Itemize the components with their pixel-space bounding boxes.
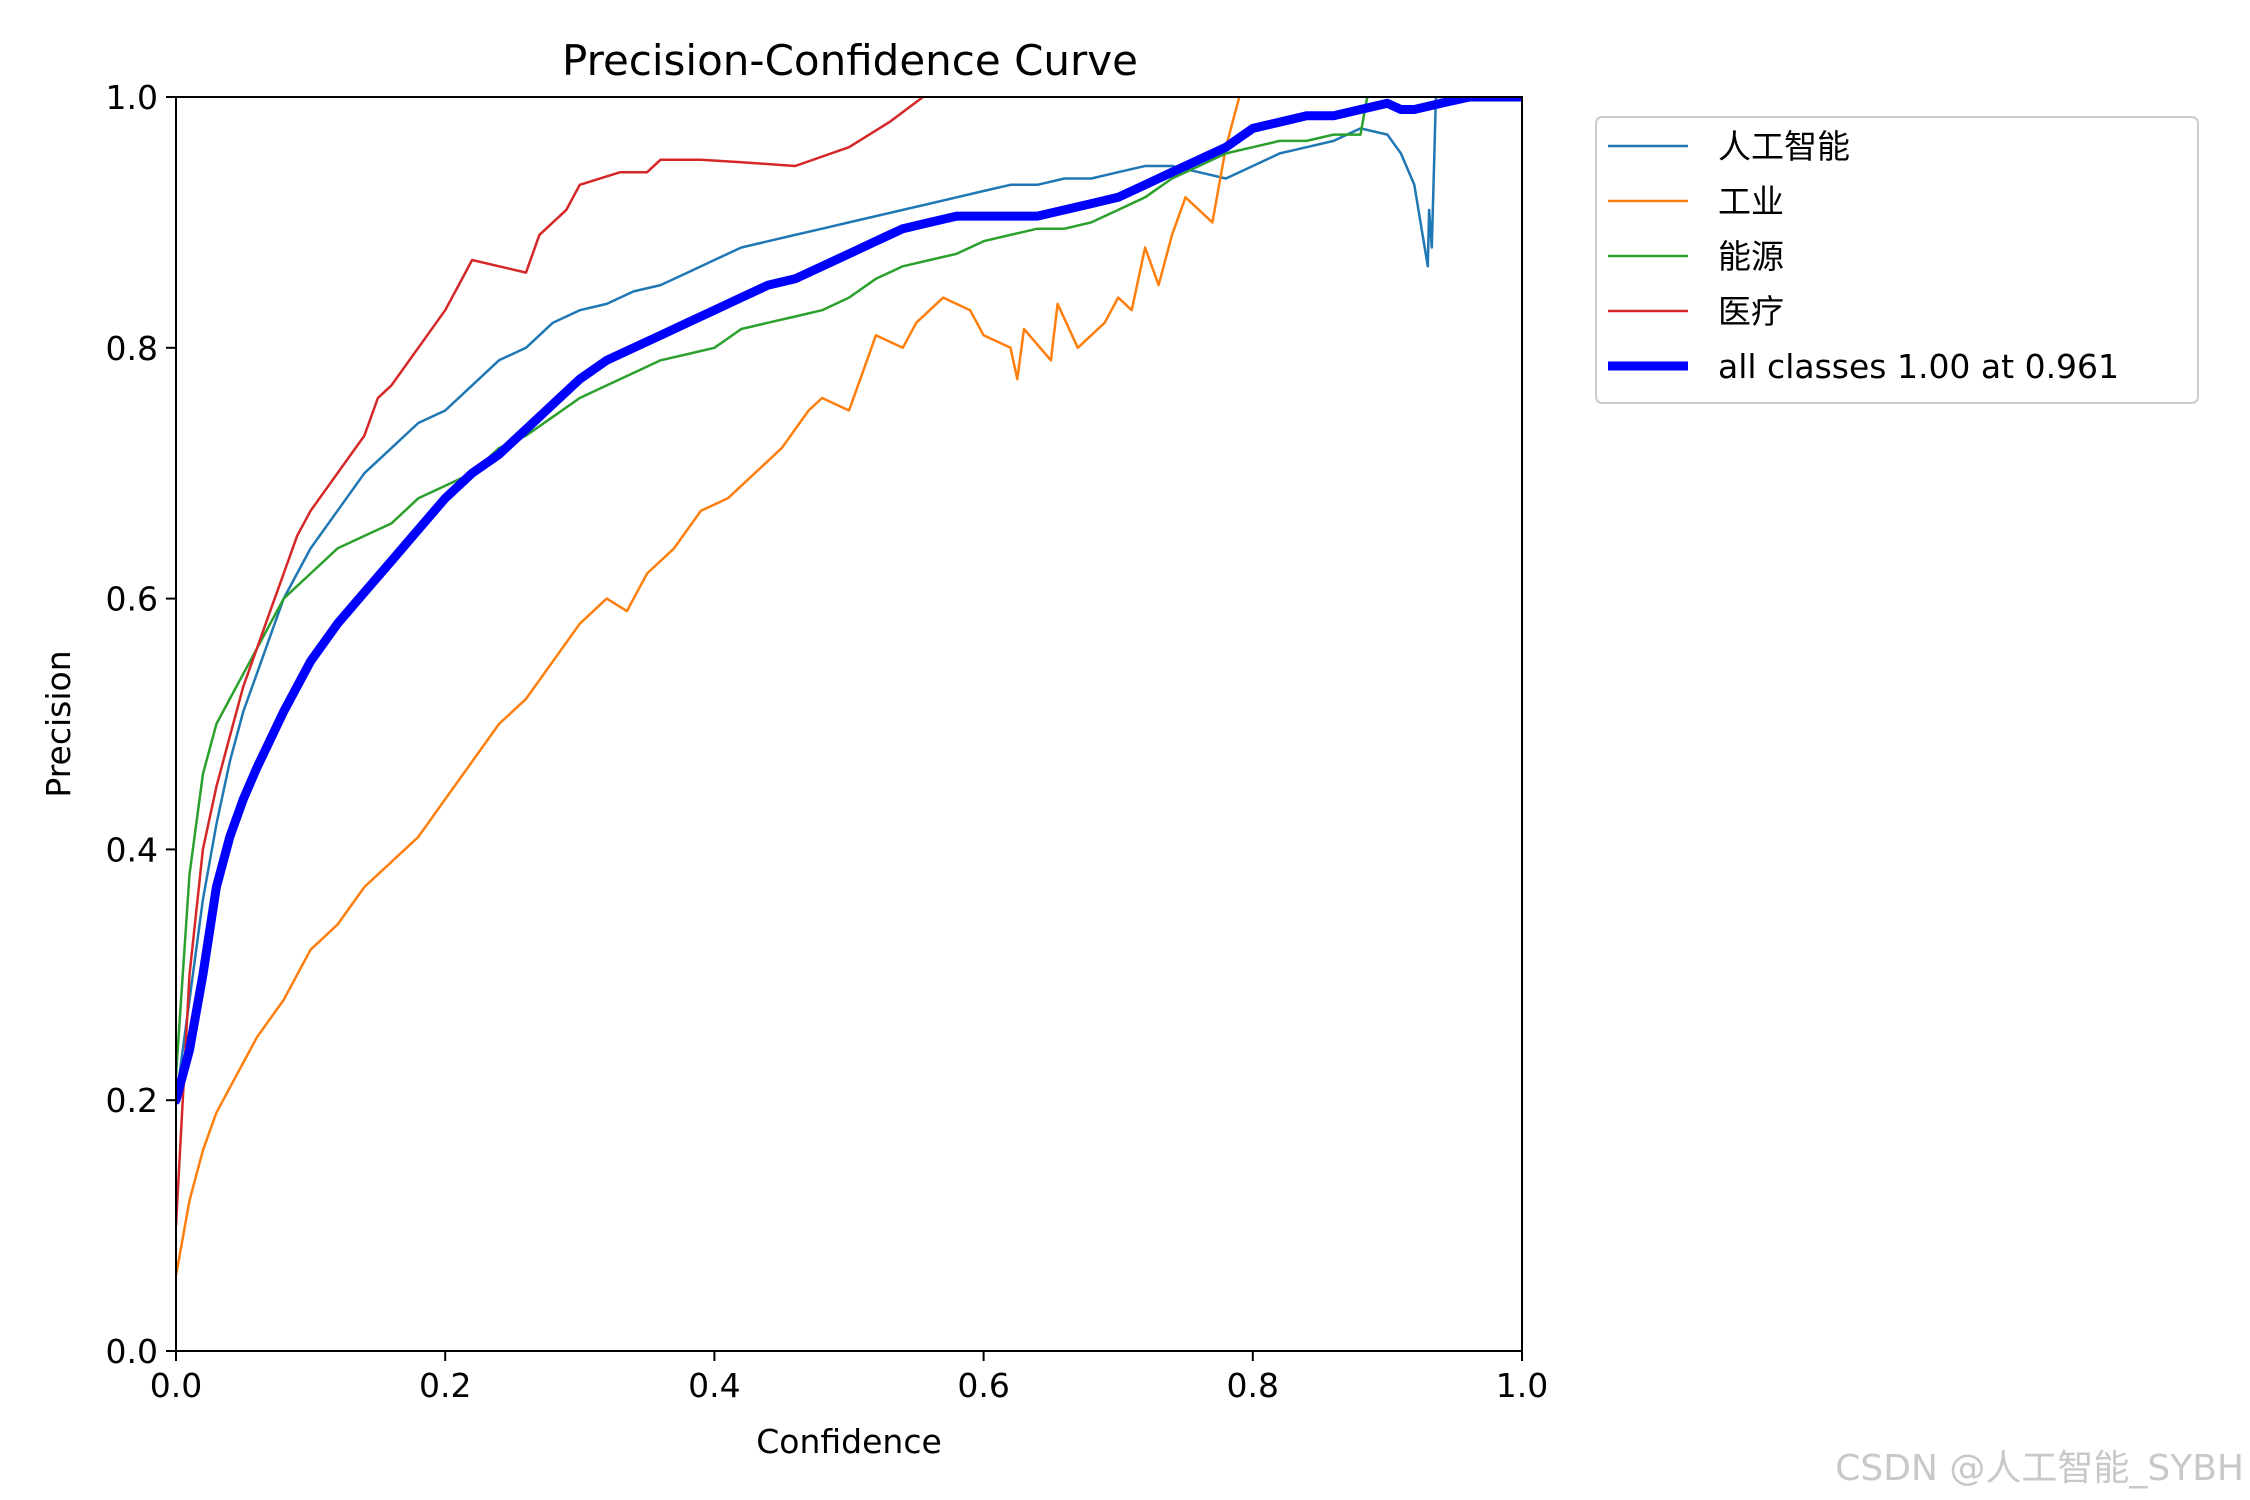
series-line-2 xyxy=(176,97,1369,1077)
y-axis: 0.0 0.2 0.4 0.6 0.8 1.0 xyxy=(106,78,176,1371)
x-tick-label: 1.0 xyxy=(1496,1366,1548,1405)
legend-label-4: all classes 1.00 at 0.961 xyxy=(1718,347,2119,386)
y-tick-label: 0.0 xyxy=(106,1332,158,1371)
y-axis-title: Precision xyxy=(39,650,78,797)
x-tick-label: 0.0 xyxy=(150,1366,202,1405)
y-tick-label: 0.4 xyxy=(106,830,158,869)
x-tick-label: 0.2 xyxy=(419,1366,471,1405)
y-tick-label: 0.2 xyxy=(106,1081,158,1120)
x-tick-label: 0.8 xyxy=(1227,1366,1279,1405)
x-tick-label: 0.6 xyxy=(957,1366,1009,1405)
series-line-3 xyxy=(176,97,925,1227)
y-tick-label: 1.0 xyxy=(106,78,158,117)
legend-label-1: 工业 xyxy=(1718,182,1784,221)
series-line-1 xyxy=(176,97,1241,1278)
plot-area xyxy=(175,96,1523,1352)
series-line-4 xyxy=(176,97,1522,1105)
y-tick-label: 0.8 xyxy=(106,329,158,368)
x-tick-label: 0.4 xyxy=(688,1366,740,1405)
y-tick-label: 0.6 xyxy=(106,580,158,619)
chart-title: Precision-Confidence Curve xyxy=(562,36,1138,85)
series-group xyxy=(176,97,1522,1278)
x-axis-title: Confidence xyxy=(756,1422,942,1461)
legend-label-0: 人工智能 xyxy=(1718,127,1850,166)
legend-label-3: 医疗 xyxy=(1718,292,1784,331)
plot-frame xyxy=(175,96,1523,1352)
legend-label-2: 能源 xyxy=(1718,237,1784,276)
x-axis: 0.0 0.2 0.4 0.6 0.8 1.0 xyxy=(150,1351,1548,1405)
watermark: CSDN @人工智能_SYBH xyxy=(1835,1448,2244,1489)
legend-frame xyxy=(1595,116,2199,404)
series-line-0 xyxy=(176,97,1522,1102)
